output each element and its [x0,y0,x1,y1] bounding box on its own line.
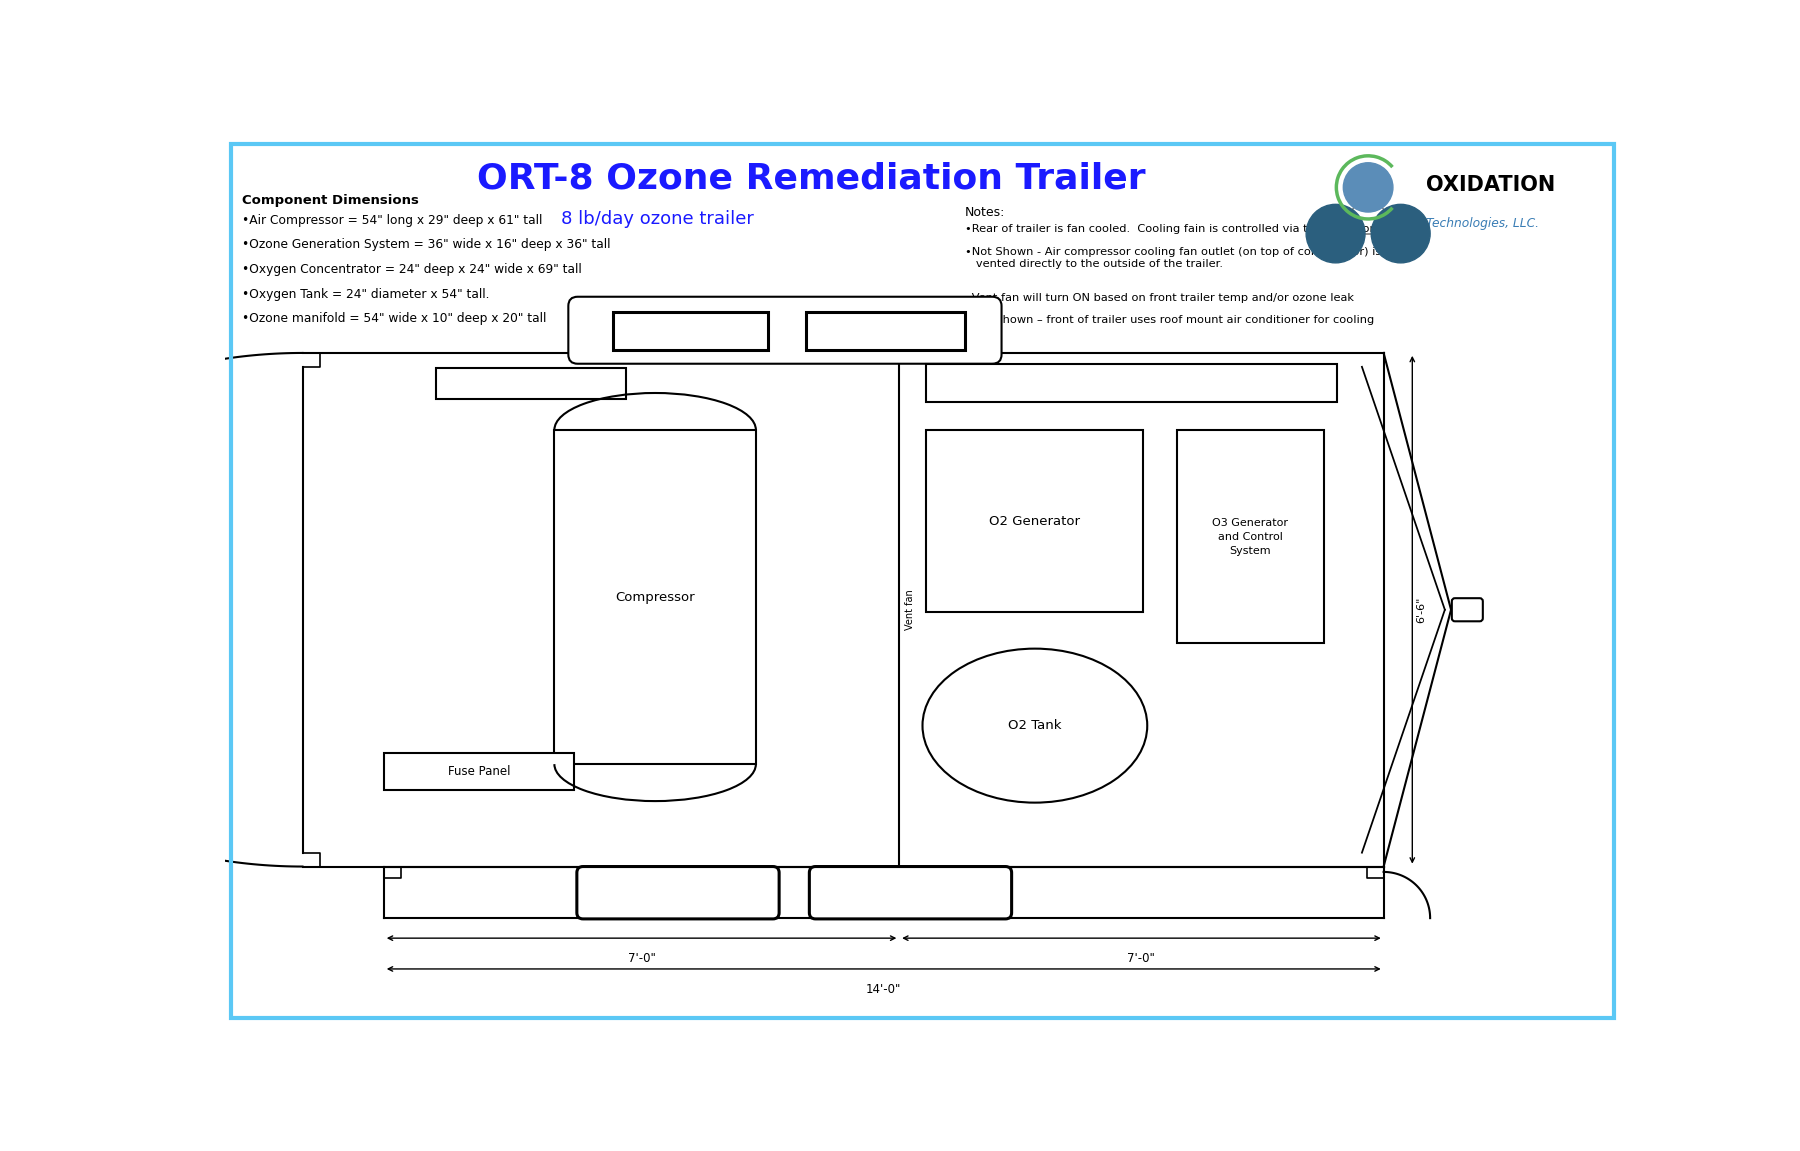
Text: •Vent fan will turn ON based on front trailer temp and/or ozone leak: •Vent fan will turn ON based on front tr… [965,292,1354,303]
Text: Technologies, LLC.: Technologies, LLC. [1426,218,1539,230]
Text: 6'-6": 6'-6" [1417,596,1426,623]
FancyBboxPatch shape [569,297,1001,364]
Text: OXIDATION: OXIDATION [1426,175,1555,195]
Text: 8 lb/day ozone trailer: 8 lb/day ozone trailer [562,209,754,228]
Text: Cooling fan: Cooling fan [497,378,565,390]
Bar [554,430,756,764]
Text: •Air Compressor = 54" long x 29" deep x 61" tall: •Air Compressor = 54" long x 29" deep x … [241,214,542,227]
Text: 7'-0": 7'-0" [1127,952,1156,965]
Text: •Oxygen Tank = 24" diameter x 54" tall.: •Oxygen Tank = 24" diameter x 54" tall. [241,288,490,300]
Text: O2 Tank: O2 Tank [1008,719,1062,732]
Text: Ozone Manifold: Ozone Manifold [1085,376,1177,389]
Bar [927,364,1337,402]
FancyBboxPatch shape [810,867,1012,918]
Text: 7'-0": 7'-0" [628,952,655,965]
Circle shape [1343,162,1393,212]
Circle shape [1307,205,1364,262]
Bar [1177,430,1325,643]
Text: Fuse Panel: Fuse Panel [448,765,509,778]
Text: ORT-8 Ozone Remediation Trailer: ORT-8 Ozone Remediation Trailer [477,161,1145,196]
Text: O3 Generator
and Control
System: O3 Generator and Control System [1213,518,1289,556]
Bar [612,312,767,350]
Ellipse shape [922,649,1147,802]
FancyBboxPatch shape [1453,599,1483,622]
Text: Compressor: Compressor [616,590,695,603]
Bar [806,312,965,350]
Text: •Not Shown – front of trailer uses roof mount air conditioner for cooling: •Not Shown – front of trailer uses roof … [965,315,1375,326]
Text: Notes:: Notes: [965,206,1006,219]
Circle shape [1372,205,1431,262]
Text: Vent fan: Vent fan [905,589,914,630]
Text: •Ozone Generation System = 36" wide x 16" deep x 36" tall: •Ozone Generation System = 36" wide x 16… [241,238,610,251]
Text: •Rear of trailer is fan cooled.  Cooling fain is controlled via temp sensor: •Rear of trailer is fan cooled. Cooling … [965,224,1375,235]
Bar [436,368,626,399]
Bar [927,430,1143,612]
Text: •Oxygen Concentrator = 24" deep x 24" wide x 69" tall: •Oxygen Concentrator = 24" deep x 24" wi… [241,262,581,276]
Text: Component Dimensions: Component Dimensions [241,193,419,206]
Text: O2 Generator: O2 Generator [990,514,1080,527]
Text: •Not Shown - Air compressor cooling fan outlet (on top of compressor) is
   vent: •Not Shown - Air compressor cooling fan … [965,247,1381,268]
FancyBboxPatch shape [576,867,779,918]
Text: 14'-0": 14'-0" [866,983,902,996]
Bar [383,754,574,790]
Text: •Ozone manifold = 54" wide x 10" deep x 20" tall: •Ozone manifold = 54" wide x 10" deep x … [241,312,547,325]
